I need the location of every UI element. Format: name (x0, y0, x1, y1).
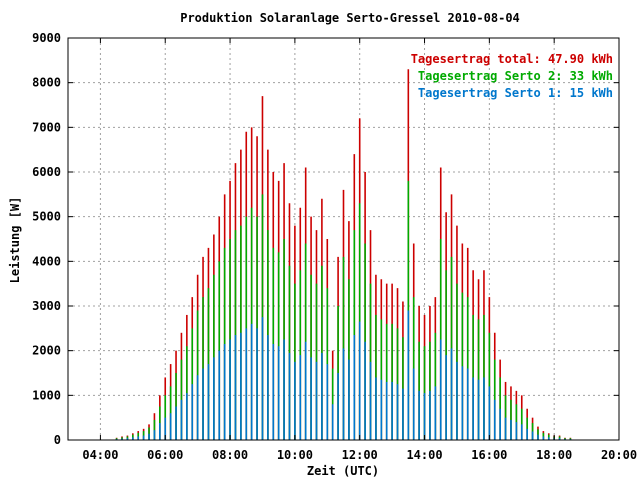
y-tick-label: 6000 (32, 165, 61, 179)
y-ticks: 0 1000 2000 3000 4000 5000 6000 7000 8000 9000 (32, 31, 619, 447)
series-3 (115, 310, 572, 440)
y-tick-label: 4000 (32, 254, 61, 268)
legend-entry: Tagesertrag Serto 1: 15 kWh (418, 86, 613, 100)
chart-title: Produktion Solaranlage Serto-Gressel 201… (180, 11, 520, 25)
x-tick-label: 16:00 (471, 448, 507, 462)
y-tick-label: 7000 (32, 120, 61, 134)
y-tick-label: 0 (54, 433, 61, 447)
x-tick-label: 18:00 (536, 448, 572, 462)
x-axis-label: Zeit (UTC) (307, 464, 379, 478)
y-tick-label: 2000 (32, 344, 61, 358)
x-tick-label: 10:00 (277, 448, 313, 462)
bars (115, 69, 572, 440)
x-ticks: 04:00 06:00 08:00 10:00 12:00 14:00 16:00 18:00… (82, 38, 637, 462)
legend: Tagesertrag total: 47.90 kWh Tagesertrag … (411, 52, 613, 100)
y-tick-label: 9000 (32, 31, 61, 45)
y-tick-label: 1000 (32, 388, 61, 402)
x-tick-label: 08:00 (212, 448, 248, 462)
legend-entry: Tagesertrag total: 47.90 kWh (411, 52, 613, 66)
x-tick-label: 04:00 (82, 448, 118, 462)
y-tick-label: 3000 (32, 299, 61, 313)
x-tick-label: 12:00 (342, 448, 378, 462)
x-tick-label: 06:00 (147, 448, 183, 462)
x-tick-label: 14:00 (406, 448, 442, 462)
plot-frame (67, 37, 620, 441)
x-tick-label: 20:00 (601, 448, 637, 462)
y-tick-label: 5000 (32, 210, 61, 224)
y-tick-label: 8000 (32, 76, 61, 90)
legend-entry: Tagesertrag Serto 2: 33 kWh (418, 69, 613, 83)
y-axis-label: Leistung [W] (8, 197, 22, 284)
